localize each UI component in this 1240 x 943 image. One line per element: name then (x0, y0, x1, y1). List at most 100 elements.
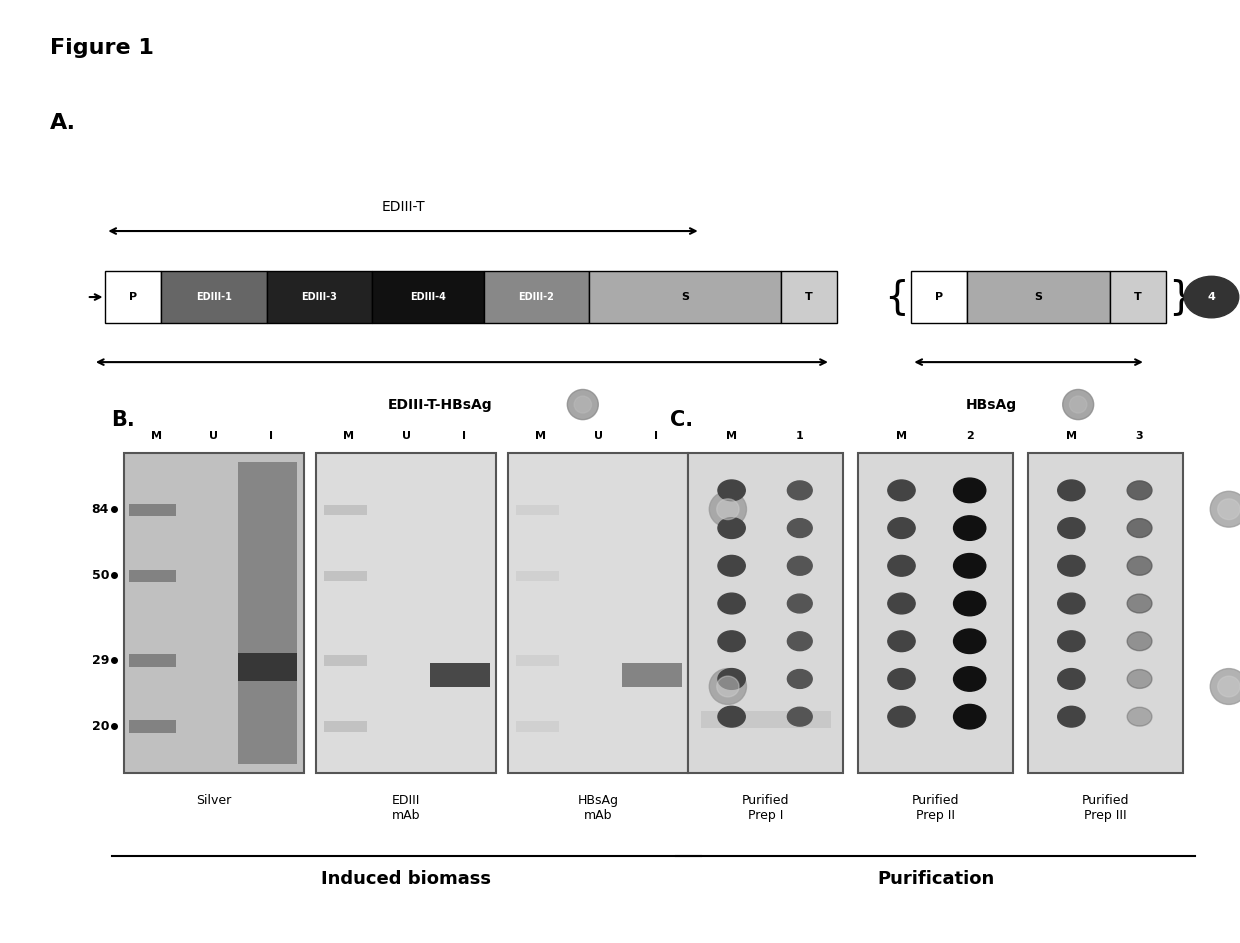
Ellipse shape (1210, 491, 1240, 527)
FancyBboxPatch shape (372, 271, 484, 323)
FancyBboxPatch shape (324, 655, 367, 666)
Circle shape (718, 593, 745, 614)
FancyBboxPatch shape (324, 571, 367, 581)
Text: C.: C. (670, 410, 693, 430)
Circle shape (787, 481, 812, 500)
Circle shape (954, 554, 986, 578)
Circle shape (787, 632, 812, 651)
Circle shape (1058, 706, 1085, 727)
Circle shape (954, 704, 986, 729)
Text: U: U (210, 431, 218, 441)
Text: Silver: Silver (196, 794, 232, 807)
Text: Purified
Prep I: Purified Prep I (742, 794, 790, 822)
Text: 20: 20 (92, 720, 109, 733)
Ellipse shape (1218, 676, 1240, 697)
FancyBboxPatch shape (267, 271, 372, 323)
Circle shape (787, 594, 812, 613)
FancyBboxPatch shape (508, 453, 688, 773)
Circle shape (888, 706, 915, 727)
FancyBboxPatch shape (129, 570, 176, 582)
Circle shape (1127, 707, 1152, 726)
FancyBboxPatch shape (622, 663, 682, 687)
Ellipse shape (1218, 499, 1240, 520)
Text: EDIII-2: EDIII-2 (518, 292, 554, 302)
Text: EDIII-T-HBsAg: EDIII-T-HBsAg (388, 398, 492, 411)
Circle shape (1127, 632, 1152, 651)
Circle shape (787, 670, 812, 688)
FancyBboxPatch shape (129, 504, 176, 516)
Ellipse shape (709, 491, 746, 527)
FancyBboxPatch shape (516, 721, 559, 732)
FancyBboxPatch shape (516, 505, 559, 515)
Ellipse shape (1069, 396, 1086, 413)
Circle shape (1127, 594, 1152, 613)
Circle shape (888, 669, 915, 689)
Text: Purification: Purification (877, 870, 994, 888)
Circle shape (787, 519, 812, 538)
Ellipse shape (717, 676, 739, 697)
FancyBboxPatch shape (911, 271, 967, 323)
FancyBboxPatch shape (688, 453, 843, 773)
Text: T: T (805, 292, 813, 302)
Text: 84: 84 (92, 503, 109, 516)
Text: Figure 1: Figure 1 (50, 38, 154, 58)
Text: I: I (269, 431, 274, 441)
FancyBboxPatch shape (701, 711, 831, 728)
Text: EDIII
mAb: EDIII mAb (392, 794, 420, 822)
Circle shape (718, 669, 745, 689)
Text: {: { (884, 278, 909, 316)
FancyBboxPatch shape (316, 453, 496, 773)
FancyBboxPatch shape (858, 453, 1013, 773)
Text: U: U (594, 431, 603, 441)
Text: P: P (935, 292, 944, 302)
Text: HBsAg: HBsAg (966, 398, 1017, 411)
FancyBboxPatch shape (430, 663, 490, 687)
Circle shape (787, 707, 812, 726)
Circle shape (1127, 556, 1152, 575)
Text: 29: 29 (92, 653, 109, 667)
FancyBboxPatch shape (324, 721, 367, 732)
FancyBboxPatch shape (161, 271, 267, 323)
Circle shape (954, 516, 986, 540)
Text: —: — (1190, 286, 1203, 299)
Text: 50: 50 (92, 569, 109, 582)
FancyBboxPatch shape (1028, 453, 1183, 773)
Text: M: M (343, 431, 355, 441)
Circle shape (718, 631, 745, 652)
FancyBboxPatch shape (967, 271, 1110, 323)
Circle shape (954, 629, 986, 653)
Circle shape (888, 518, 915, 538)
Text: Induced biomass: Induced biomass (321, 870, 491, 888)
Circle shape (888, 480, 915, 501)
Circle shape (718, 518, 745, 538)
FancyBboxPatch shape (129, 720, 176, 733)
Text: 2: 2 (966, 431, 973, 441)
Circle shape (718, 480, 745, 501)
Circle shape (954, 478, 986, 503)
Circle shape (1127, 481, 1152, 500)
FancyBboxPatch shape (238, 462, 298, 764)
Text: 1: 1 (796, 431, 804, 441)
FancyBboxPatch shape (129, 654, 176, 667)
Circle shape (954, 667, 986, 691)
Text: HBsAg
mAb: HBsAg mAb (578, 794, 619, 822)
Ellipse shape (574, 396, 591, 413)
FancyBboxPatch shape (781, 271, 837, 323)
Text: I: I (461, 431, 466, 441)
Circle shape (1127, 670, 1152, 688)
Text: M: M (897, 431, 906, 441)
Text: B.: B. (112, 410, 135, 430)
Text: M: M (151, 431, 162, 441)
FancyBboxPatch shape (516, 571, 559, 581)
Text: P: P (129, 292, 138, 302)
Circle shape (1058, 555, 1085, 576)
Text: M: M (727, 431, 737, 441)
Circle shape (1058, 631, 1085, 652)
Circle shape (1058, 480, 1085, 501)
Ellipse shape (709, 669, 746, 704)
Circle shape (888, 631, 915, 652)
Circle shape (1058, 593, 1085, 614)
FancyBboxPatch shape (105, 271, 161, 323)
Text: S: S (1034, 292, 1043, 302)
Text: 3: 3 (1136, 431, 1143, 441)
